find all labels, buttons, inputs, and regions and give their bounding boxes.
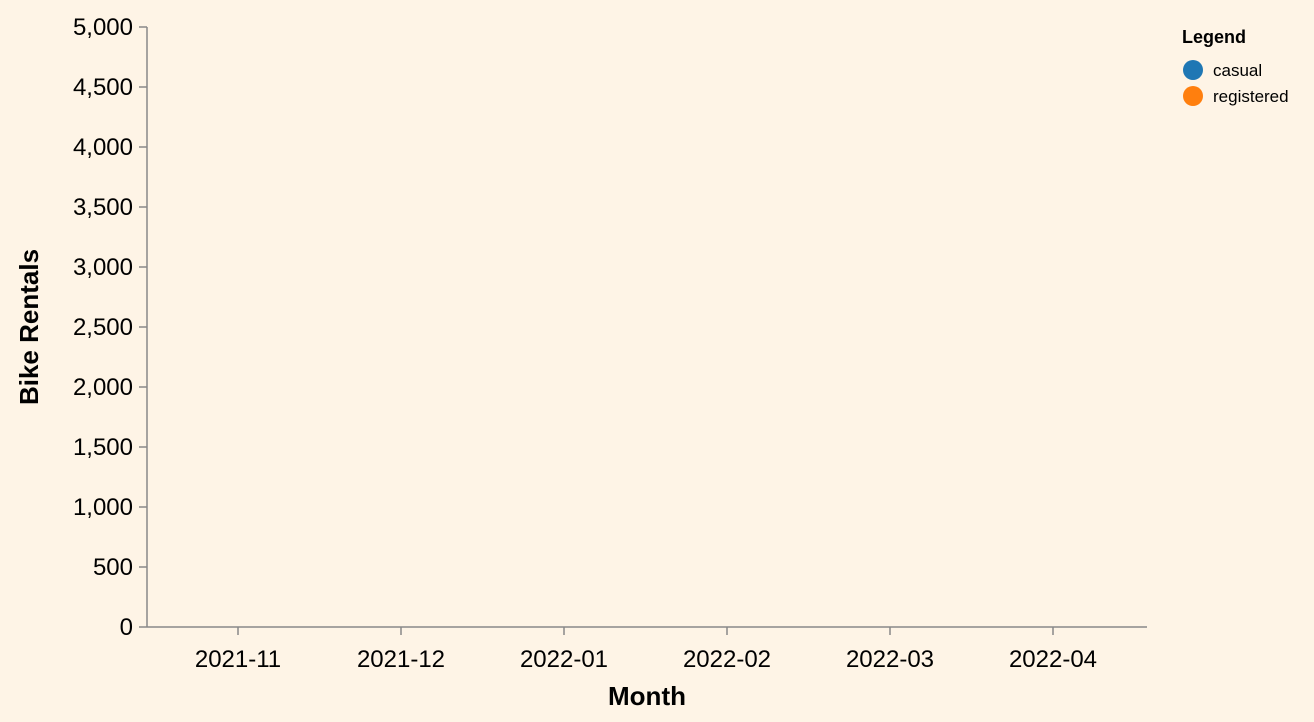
legend-symbol-casual xyxy=(1183,60,1203,80)
y-tick-label: 4,000 xyxy=(73,134,133,161)
y-tick-label: 1,000 xyxy=(73,494,133,521)
x-tick-label: 2021-11 xyxy=(195,646,281,673)
y-axis: 0 500 1,000 1,500 2,000 2,500 3,000 3,500 4,000 4… xyxy=(73,14,148,641)
legend-label-casual: casual xyxy=(1213,61,1262,80)
x-tick-label: 2022-03 xyxy=(846,646,934,673)
x-tick-label: 2022-02 xyxy=(683,646,771,673)
x-axis: 2021-11 2021-12 2022-01 2022-02 2022-03 2022-… xyxy=(147,626,1147,673)
y-tick-label: 4,500 xyxy=(73,74,133,101)
y-tick-label: 2,500 xyxy=(73,314,133,341)
x-tick-label: 2022-01 xyxy=(520,646,608,673)
y-tick-label: 2,000 xyxy=(73,374,133,401)
x-tick-label: 2021-12 xyxy=(357,646,445,673)
x-tick-label: 2022-04 xyxy=(1009,646,1097,673)
legend-symbol-registered xyxy=(1183,86,1203,106)
x-axis-title: Month xyxy=(608,681,686,711)
y-axis-title: Bike Rentals xyxy=(14,249,44,405)
y-tick-label: 0 xyxy=(120,614,133,641)
legend-title: Legend xyxy=(1182,27,1246,47)
legend-label-registered: registered xyxy=(1213,87,1289,106)
legend: Legend casual registered xyxy=(1182,27,1289,106)
y-tick-label: 3,500 xyxy=(73,194,133,221)
y-tick-label: 5,000 xyxy=(73,14,133,41)
y-tick-label: 1,500 xyxy=(73,434,133,461)
y-tick-label: 500 xyxy=(93,554,133,581)
y-tick-label: 3,000 xyxy=(73,254,133,281)
